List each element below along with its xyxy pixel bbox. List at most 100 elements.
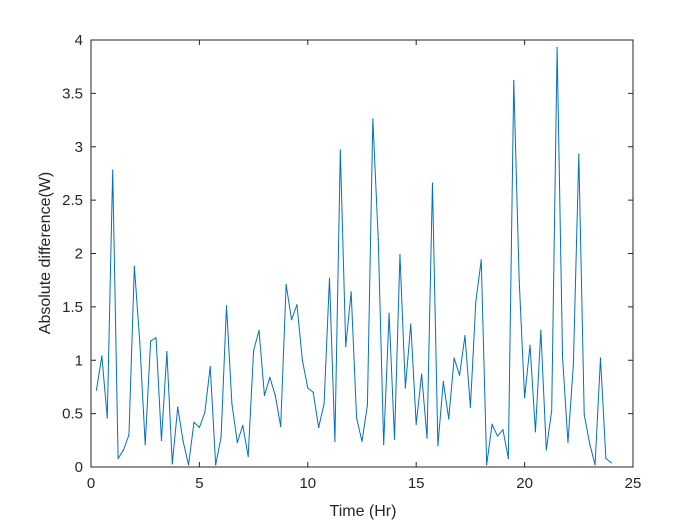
- data-point: [301, 359, 303, 361]
- data-point: [507, 457, 509, 460]
- data-point: [296, 304, 298, 306]
- plot-area: [90, 39, 634, 468]
- tick-labels: 0 5 10 15 20 25 0 0.5 1 1.5 2 2.5 3 3.5 4: [62, 32, 641, 492]
- data-point: [437, 445, 439, 447]
- x-tick-label: 5: [195, 475, 203, 492]
- data-point: [198, 426, 200, 429]
- x-axis-label: Time (Hr): [330, 503, 397, 520]
- data-point: [182, 440, 184, 442]
- data-point: [567, 441, 569, 444]
- data-point: [518, 279, 520, 281]
- data-point: [215, 464, 217, 466]
- data-point: [204, 411, 206, 414]
- y-tick-label: 1.5: [62, 299, 83, 316]
- data-point: [475, 300, 477, 303]
- data-point: [274, 394, 276, 397]
- ticks: [90, 39, 634, 468]
- data-point: [139, 341, 141, 343]
- y-tick-label: 1: [75, 352, 83, 369]
- data-point: [377, 239, 379, 241]
- data-point: [469, 406, 471, 408]
- data-point: [524, 397, 526, 399]
- data-point: [361, 440, 363, 442]
- data-point: [150, 340, 152, 342]
- y-tick-label: 2.5: [62, 192, 83, 209]
- data-point: [572, 363, 574, 366]
- data-point: [534, 431, 537, 433]
- data-point: [334, 440, 336, 442]
- data-points: [95, 46, 612, 466]
- data-point: [453, 357, 455, 359]
- data-point: [491, 423, 493, 425]
- data-point: [366, 404, 369, 406]
- data-point: [421, 373, 423, 375]
- data-point: [285, 283, 287, 286]
- y-tick-label: 0.5: [62, 406, 83, 423]
- data-point: [242, 424, 244, 426]
- data-point: [269, 376, 271, 378]
- data-point: [345, 345, 347, 347]
- data-point: [312, 391, 314, 393]
- data-point: [253, 350, 255, 352]
- data-point: [410, 323, 412, 325]
- data-point: [280, 425, 282, 428]
- data-point: [529, 344, 531, 346]
- data-point: [328, 277, 331, 279]
- data-point: [339, 149, 341, 151]
- data-point: [399, 253, 401, 256]
- data-point: [355, 417, 358, 419]
- y-tick-label: 2: [75, 246, 83, 263]
- data-point: [589, 442, 591, 445]
- data-point: [448, 418, 450, 420]
- axes-box: [90, 39, 634, 468]
- y-tick-label: 3: [75, 139, 83, 156]
- data-point: [155, 337, 157, 339]
- data-point: [290, 319, 293, 321]
- data-point: [383, 443, 385, 446]
- data-point: [231, 403, 233, 405]
- data-point: [458, 374, 461, 376]
- data-point: [128, 434, 130, 436]
- y-tick-label: 3.5: [62, 85, 83, 102]
- x-tick-label: 10: [299, 475, 316, 492]
- data-point: [605, 457, 607, 460]
- data-point: [442, 381, 444, 383]
- y-axis-label: Absolute difference(W): [37, 172, 54, 334]
- data-point: [133, 265, 135, 267]
- data-point: [599, 357, 602, 359]
- data-point: [415, 423, 417, 425]
- data-point: [95, 389, 98, 391]
- data-point: [393, 438, 396, 440]
- data-point: [556, 46, 558, 49]
- data-point: [160, 439, 163, 441]
- data-point: [426, 437, 428, 439]
- data-point: [220, 436, 222, 438]
- data-point: [388, 312, 390, 314]
- data-point: [578, 153, 580, 155]
- data-point: [496, 435, 499, 437]
- data-point: [540, 329, 542, 331]
- data-point: [594, 464, 596, 466]
- data-point: [545, 449, 547, 451]
- data-point: [263, 394, 266, 397]
- data-point: [502, 429, 504, 431]
- data-point: [187, 464, 190, 466]
- data-point: [247, 455, 249, 457]
- data-point: [431, 182, 434, 184]
- data-point: [258, 329, 260, 331]
- data-point: [307, 387, 309, 389]
- data-point: [583, 414, 585, 416]
- data-point: [144, 443, 146, 446]
- data-point: [117, 457, 119, 460]
- data-point: [323, 403, 325, 405]
- data-point: [350, 291, 352, 293]
- data-point: [464, 335, 466, 337]
- data-point: [404, 387, 406, 389]
- x-tick-label: 20: [516, 475, 533, 492]
- data-point: [480, 259, 482, 261]
- y-tick-label: 0: [75, 459, 83, 476]
- data-point: [551, 409, 553, 412]
- data-point: [122, 449, 125, 451]
- data-point: [166, 351, 168, 353]
